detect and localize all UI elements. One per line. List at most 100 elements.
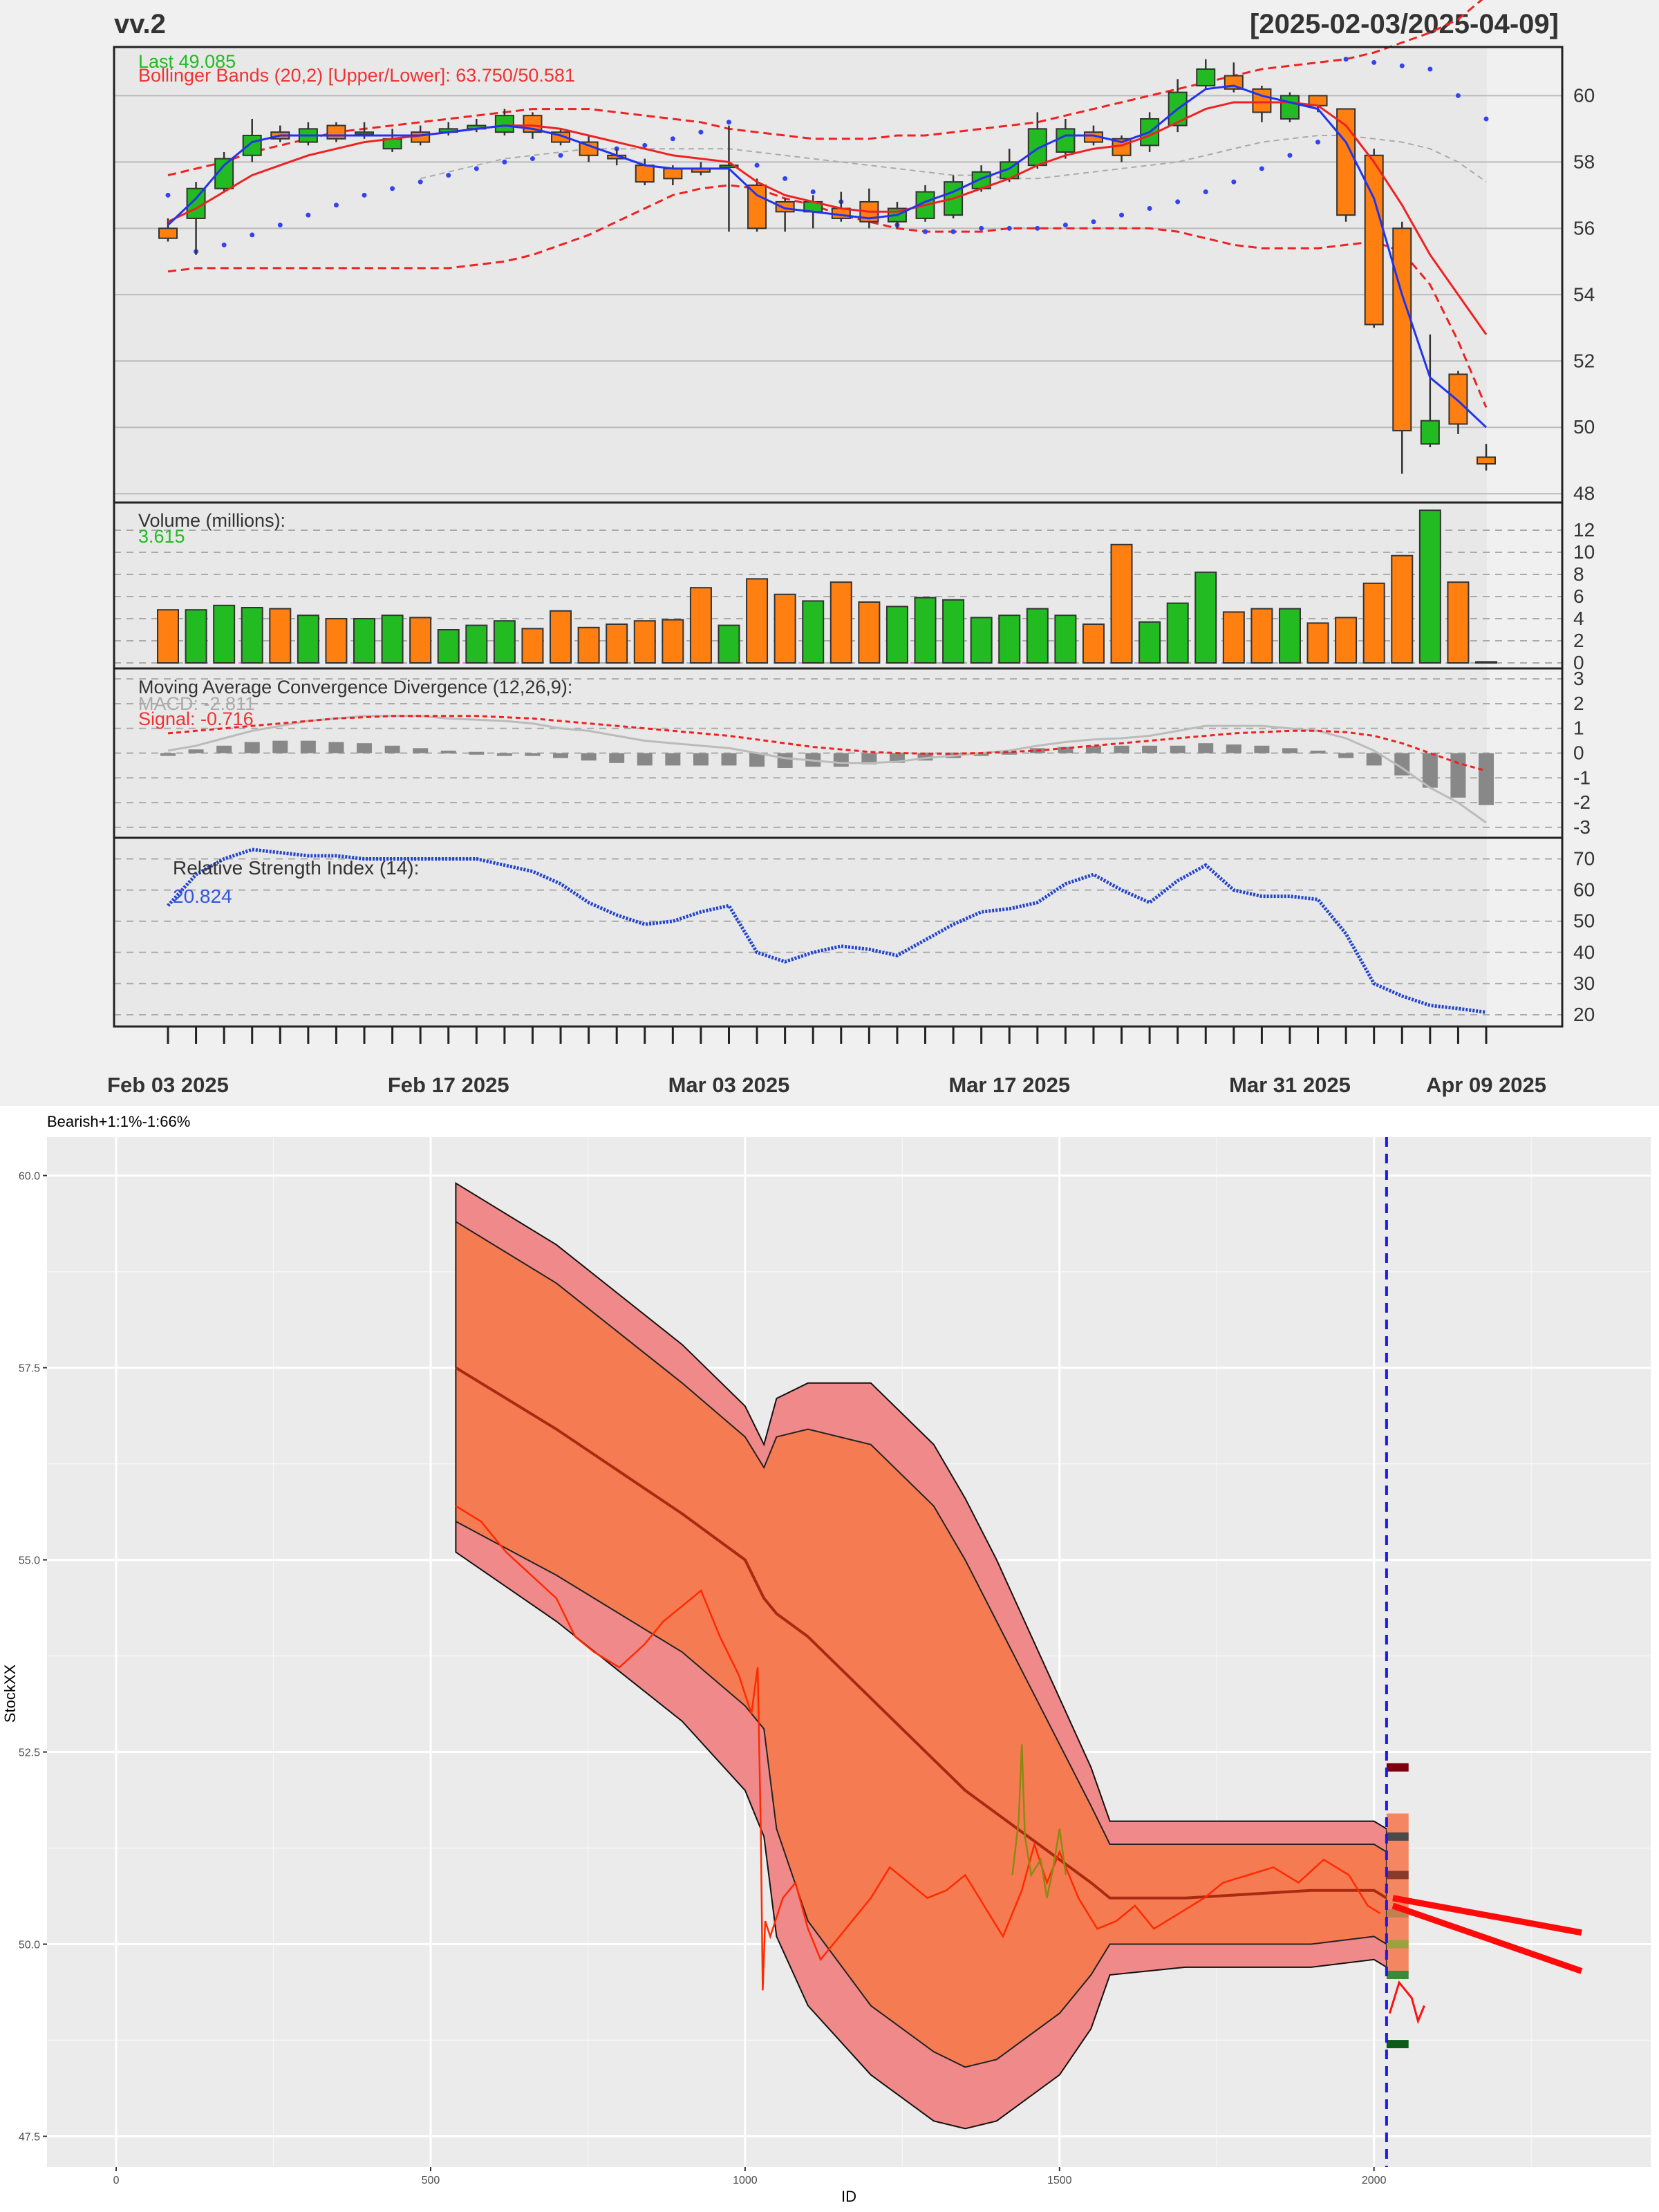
y-tick-label: 48: [1573, 482, 1595, 504]
volume-bar: [718, 624, 740, 664]
macd-histogram-bar: [973, 753, 989, 756]
volume-label: Volume (millions):: [138, 510, 285, 531]
macd-histogram-bar: [1226, 744, 1241, 753]
sar-dot: [1343, 57, 1349, 62]
y-tick-label: 52.5: [19, 1747, 40, 1759]
volume-bar: [1475, 661, 1497, 664]
sar-dot: [726, 120, 731, 125]
x-tick-label: 2000: [1362, 2175, 1387, 2186]
macd-histogram-bar: [917, 753, 933, 761]
candle-body: [719, 165, 739, 169]
y-tick-label: 50: [1573, 416, 1595, 438]
y-tick-label: 52: [1573, 350, 1595, 371]
ema-line: [167, 101, 1488, 335]
date-range-label: [2025-02-03/2025-04-09]: [1250, 9, 1559, 39]
volume-bar: [1447, 581, 1470, 664]
macd-histogram-bar: [1170, 745, 1185, 753]
chart2-title: Bearish+1:1%-1:66%: [47, 1113, 190, 1130]
x-tick-label: 0: [113, 2175, 120, 2186]
candle-body: [1056, 128, 1076, 153]
volume-bar: [942, 599, 965, 664]
volume-bar: [885, 606, 908, 664]
sar-dot: [1035, 225, 1040, 231]
x-tick-label: 500: [422, 2175, 440, 2186]
sar-dot: [642, 142, 648, 148]
volume-bar: [858, 601, 881, 664]
y-tick-label: 47.5: [19, 2132, 40, 2144]
volume-bar: [1306, 622, 1329, 664]
candle-body: [494, 115, 514, 133]
chart-title: vv.2: [114, 9, 166, 39]
sar-dot: [1091, 219, 1096, 225]
volume-bar: [353, 618, 376, 664]
macd-histogram-bar: [1254, 745, 1270, 753]
volume-bar: [409, 617, 432, 664]
volume-last-label: 3.615: [138, 526, 185, 547]
y-tick-label: 40: [1573, 941, 1595, 963]
y-tick-label: 55.0: [19, 1555, 40, 1567]
volume-bar: [998, 615, 1021, 664]
candle-body: [663, 167, 683, 180]
sar-dot: [529, 156, 535, 162]
volume-bar: [297, 615, 319, 664]
candle-body: [158, 227, 178, 239]
candle-body: [242, 134, 262, 156]
sar-dot: [1455, 93, 1461, 98]
y-tick-label: 60: [1573, 84, 1595, 106]
macd-histogram-bar: [272, 740, 288, 753]
sar-dot: [1259, 166, 1264, 171]
y-tick-label: 8: [1573, 563, 1584, 585]
volume-bar: [662, 619, 684, 664]
y-tick-label: 57.5: [19, 1363, 40, 1375]
sar-dot: [782, 176, 788, 181]
forecast-marker: [1386, 1871, 1409, 1880]
macd-histogram-bar: [188, 749, 204, 753]
volume-bar: [970, 617, 993, 664]
sar-dot: [1483, 116, 1489, 122]
sar-dot: [754, 162, 760, 168]
macd-histogram-bar: [1479, 753, 1494, 805]
x-tick-label: Mar 03 2025: [668, 1073, 790, 1097]
macd-histogram-bar: [553, 753, 569, 758]
volume-bar: [1222, 611, 1245, 664]
bb-lower-line: [167, 184, 1488, 408]
sar-dot: [810, 189, 816, 195]
y-tick-label: 4: [1573, 608, 1584, 629]
volume-bar: [1082, 624, 1105, 664]
macd-histogram-bar: [1198, 743, 1214, 753]
x-tick-label: Mar 31 2025: [1229, 1073, 1351, 1097]
forecast-band-chart: Bearish+1:1%-1:66% 0 500 1000 1500 2000 47.5 5…: [0, 1106, 1659, 2212]
macd-histogram-bar: [244, 742, 260, 753]
macd-histogram-bar: [777, 753, 793, 768]
recent-price-line: [1388, 1980, 1425, 2025]
volume-bar: [437, 629, 460, 664]
sar-dot: [333, 203, 339, 208]
sar-dot: [979, 225, 984, 231]
candle-body: [775, 200, 795, 213]
y-tick-label: 60: [1573, 879, 1595, 901]
sar-dot: [558, 153, 563, 158]
plot-shade: [114, 47, 1487, 1027]
macd-histogram-bar: [1058, 747, 1074, 753]
x-tick-label: Feb 17 2025: [388, 1073, 509, 1097]
rsi-label: Relative Strength Index (14):: [173, 857, 419, 879]
forecast-marker: [1386, 1940, 1409, 1949]
sar-dot: [1006, 225, 1012, 231]
macd-histogram-bar: [1142, 745, 1158, 753]
macd-histogram-bar: [300, 740, 316, 753]
macd-histogram-bar: [1085, 745, 1101, 753]
macd-histogram-bar: [637, 753, 653, 766]
macd-histogram-bar: [1114, 745, 1130, 753]
macd-histogram-bar: [1366, 753, 1382, 766]
volume-bar: [1166, 602, 1189, 664]
sar-dot: [1147, 206, 1152, 212]
y-tick-label: 1: [1573, 718, 1584, 739]
sar-dot: [1287, 153, 1293, 158]
candle-body: [1477, 456, 1496, 465]
macd-histogram-bar: [1338, 753, 1354, 758]
macd-histogram-bar: [609, 753, 625, 763]
macd-histogram-bar: [833, 753, 849, 767]
volume-bar: [213, 604, 236, 664]
sar-dot: [362, 192, 367, 198]
macd-value-label: MACD: -2.811: [138, 693, 255, 714]
